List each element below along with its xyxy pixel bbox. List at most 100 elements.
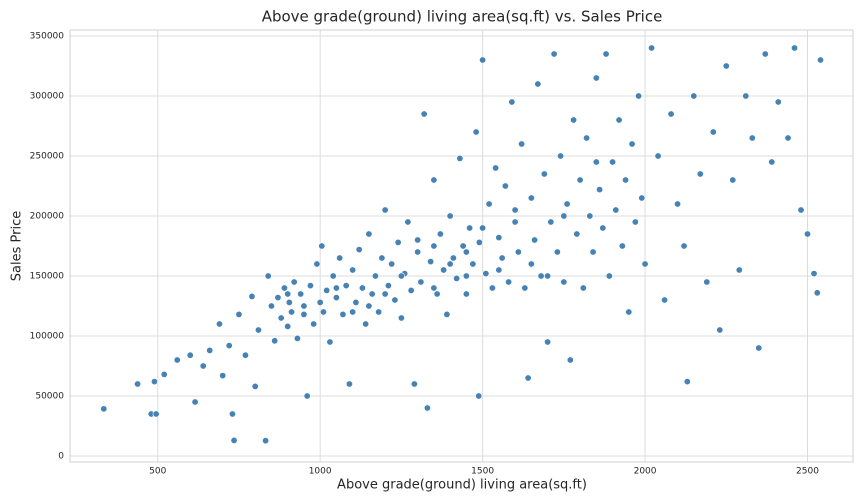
point [696,170,704,178]
point [615,116,623,124]
point [618,242,626,250]
point [310,320,318,328]
point [285,298,293,306]
point [228,410,236,418]
point [527,194,535,202]
point [241,351,249,359]
x-axis-label: Above grade(ground) living area(sq.ft) [337,478,587,493]
point [485,200,493,208]
point [479,224,487,232]
point [453,274,461,282]
point [817,56,825,64]
point [628,140,636,148]
point [407,286,415,294]
point [797,206,805,214]
point [625,308,633,316]
point [100,405,108,413]
point [641,260,649,268]
point [262,437,270,445]
x-tick-label: 500 [149,467,166,477]
point [748,134,756,142]
point [466,224,474,232]
point [560,212,568,220]
point [414,236,422,244]
point [264,272,272,280]
point [414,248,422,256]
point [534,80,542,88]
point [284,290,292,298]
point [774,98,782,106]
point [540,170,548,178]
point [514,248,522,256]
point [284,322,292,330]
point [274,294,282,302]
point [349,266,357,274]
point [456,154,464,162]
point [423,404,431,412]
point [358,284,366,292]
point [433,290,441,298]
point [557,152,565,160]
point [186,351,194,359]
point [709,128,717,136]
point [742,92,750,100]
point [560,278,568,286]
y-tick-label: 150000 [30,272,65,282]
point [417,278,425,286]
point [586,212,594,220]
point [375,308,383,316]
point [609,158,617,166]
point [583,134,591,142]
point [531,236,539,244]
point [436,230,444,238]
point [622,176,630,184]
point [290,278,298,286]
point [443,310,451,318]
point [544,272,552,280]
point [550,50,558,58]
y-tick-label: 250000 [30,152,65,162]
point [589,248,597,256]
point [368,290,376,298]
point [635,92,643,100]
point [602,50,610,58]
point [475,238,483,246]
point [267,302,275,310]
point [332,294,340,302]
point [592,74,600,82]
point [173,356,181,364]
point [362,320,370,328]
point [225,342,233,350]
point [248,292,256,300]
y-tick-label: 0 [58,452,64,462]
point [508,98,516,106]
point [537,272,545,280]
point [449,254,457,262]
point [288,308,296,316]
point [518,140,526,148]
point [722,62,730,70]
point [735,266,743,274]
point [462,248,470,256]
point [521,284,529,292]
point [612,206,620,214]
point [326,338,334,346]
point [648,44,656,52]
point [381,206,389,214]
grid [70,30,853,462]
y-tick-label: 350000 [30,32,65,42]
point [378,254,386,262]
point [596,186,604,194]
point [150,378,158,386]
point [388,260,396,268]
points [100,44,825,445]
point [498,254,506,262]
point [511,218,519,226]
point [631,218,639,226]
x-tick-label: 2000 [634,467,657,477]
point [479,56,487,64]
point [446,260,454,268]
point [505,278,513,286]
